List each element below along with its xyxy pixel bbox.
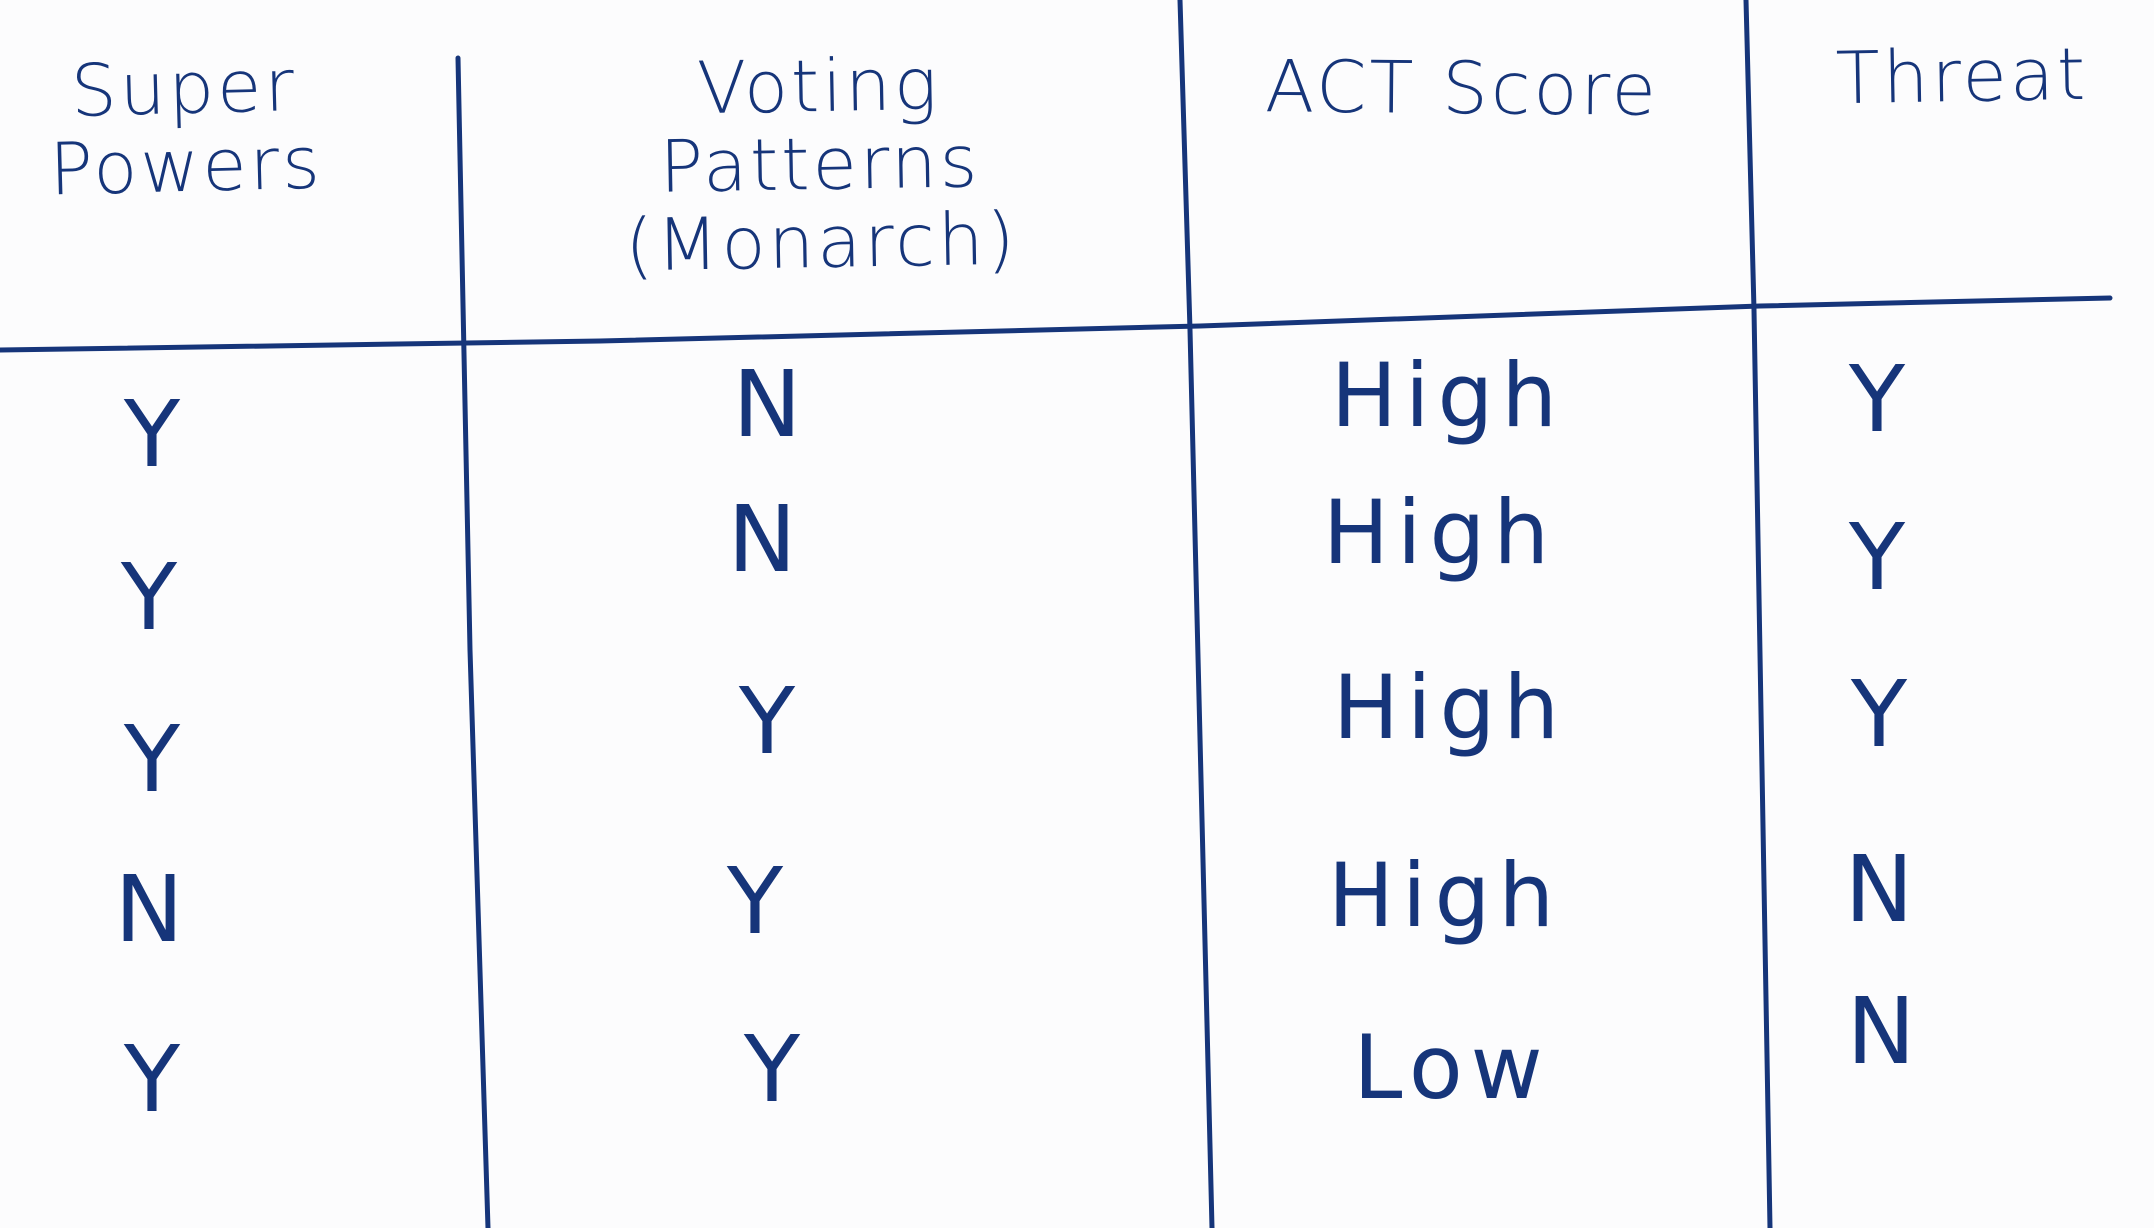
cell-voting-patterns-row-5: Y — [743, 1016, 807, 1123]
cell-threat-row-3: Y — [1850, 661, 1914, 768]
column-divider-1 — [455, 55, 491, 1228]
cell-super-powers-row-1: Y — [123, 381, 187, 488]
cell-act-score-row-3: High — [1332, 656, 1568, 759]
header-voting-patterns: Voting Patterns (Monarch) — [624, 41, 1019, 287]
cell-super-powers-row-5: Y — [123, 1026, 187, 1133]
cell-act-score-row-4: High — [1327, 844, 1563, 947]
cell-voting-patterns-row-4: Y — [726, 848, 790, 955]
cell-voting-patterns-row-1: N — [732, 351, 808, 458]
cell-threat-row-4: N — [1844, 836, 1920, 943]
cell-voting-patterns-row-2: N — [727, 486, 803, 593]
cell-threat-row-1: Y — [1848, 346, 1912, 453]
header-divider — [0, 295, 2113, 353]
column-divider-2 — [1177, 0, 1215, 1228]
cell-act-score-row-1: High — [1330, 344, 1566, 447]
cell-super-powers-row-3: Y — [123, 706, 187, 813]
cell-threat-row-5: N — [1846, 978, 1922, 1085]
header-super-powers: Super Powers — [48, 43, 324, 212]
cell-super-powers-row-2: Y — [120, 544, 184, 651]
cell-act-score-row-5: Low — [1353, 1016, 1551, 1119]
column-divider-3 — [1743, 0, 1773, 1228]
cell-super-powers-row-4: N — [114, 856, 190, 963]
cell-threat-row-2: Y — [1848, 504, 1912, 611]
cell-voting-patterns-row-3: Y — [738, 668, 802, 775]
cell-act-score-row-2: High — [1322, 481, 1558, 584]
header-threat: Threat — [1835, 31, 2089, 121]
header-act-score: ACT Score — [1264, 44, 1660, 132]
